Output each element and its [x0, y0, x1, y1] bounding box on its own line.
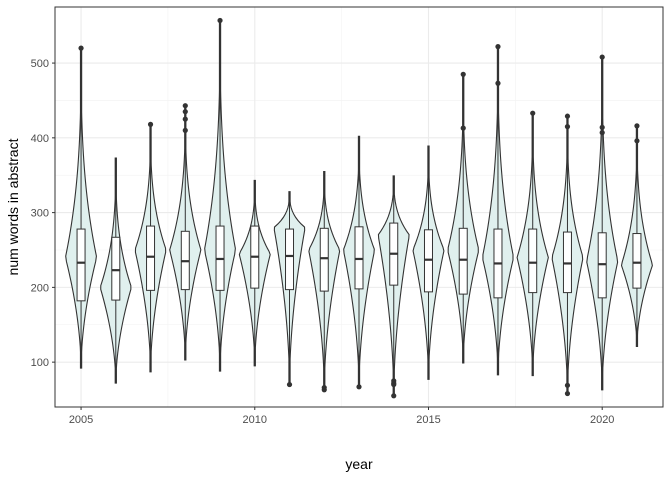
iqr-box [597, 232, 607, 299]
violin-2021 [620, 123, 653, 347]
outlier-point [182, 109, 188, 115]
violin-2012 [308, 170, 341, 393]
outlier-point [634, 123, 640, 129]
outlier-point [599, 130, 605, 136]
outlier-point [356, 384, 362, 390]
violin-2015 [412, 145, 445, 380]
x-tick-label: 2010 [243, 414, 267, 426]
x-tick-label: 2020 [590, 414, 614, 426]
outlier-point [564, 390, 571, 397]
violin-2020 [586, 54, 619, 391]
plot-panel-border [54, 6, 664, 408]
violin-2007 [134, 121, 167, 373]
violin-2014 [377, 175, 410, 399]
y-tick-label: 200 [31, 282, 49, 294]
iqr-box [528, 228, 538, 294]
violin-2005 [65, 45, 97, 369]
iqr-box [458, 227, 468, 295]
iqr-box [562, 231, 572, 294]
outlier-point [182, 116, 188, 122]
outlier-point [182, 127, 188, 133]
violin-2017 [482, 44, 514, 376]
outlier-point [217, 17, 223, 24]
x-tick-label: 2005 [69, 414, 93, 426]
outlier-point [495, 44, 501, 50]
outlier-point [530, 110, 536, 116]
iqr-box [319, 227, 329, 292]
violin-2011 [273, 191, 306, 388]
y-tick-label: 400 [31, 133, 49, 145]
outlier-point [460, 71, 466, 77]
iqr-box [423, 229, 433, 293]
outlier-point [391, 381, 397, 388]
y-axis-title: num words in abstract [5, 138, 21, 275]
outlier-point [599, 124, 605, 130]
y-tick-label: 300 [31, 208, 49, 220]
violin-2009 [204, 17, 236, 372]
violin-2010 [238, 179, 271, 367]
y-tick-label: 100 [31, 357, 49, 369]
x-axis-title: year [345, 456, 373, 472]
axes: 100 200 300 400 500 2005 2010 2015 2020 [31, 58, 615, 426]
outlier-point [321, 387, 327, 393]
iqr-box [354, 226, 364, 290]
outlier-point [147, 121, 154, 127]
x-tick-label: 2015 [416, 414, 440, 426]
outlier-point [564, 124, 571, 130]
iqr-box [111, 236, 121, 301]
outlier-point [460, 125, 466, 131]
outlier-point [564, 382, 571, 388]
iqr-box [285, 228, 295, 291]
outlier-point [634, 138, 640, 144]
outlier-point [286, 381, 293, 388]
y-tick-label: 500 [31, 58, 49, 70]
iqr-box [76, 228, 86, 302]
iqr-box [632, 233, 642, 289]
outlier-point [564, 113, 571, 119]
violin-2008 [169, 103, 202, 361]
outlier-point [599, 54, 605, 60]
violin-2018 [516, 110, 549, 377]
violin-2013 [343, 135, 375, 390]
outlier-point [391, 393, 397, 399]
violin-2016 [447, 71, 479, 364]
violin-2006 [100, 157, 132, 384]
iqr-box [146, 225, 156, 291]
outlier-point [495, 80, 501, 86]
outlier-point [78, 45, 84, 51]
violin-2019 [551, 113, 584, 397]
outlier-point [182, 103, 188, 109]
violins [65, 17, 653, 399]
